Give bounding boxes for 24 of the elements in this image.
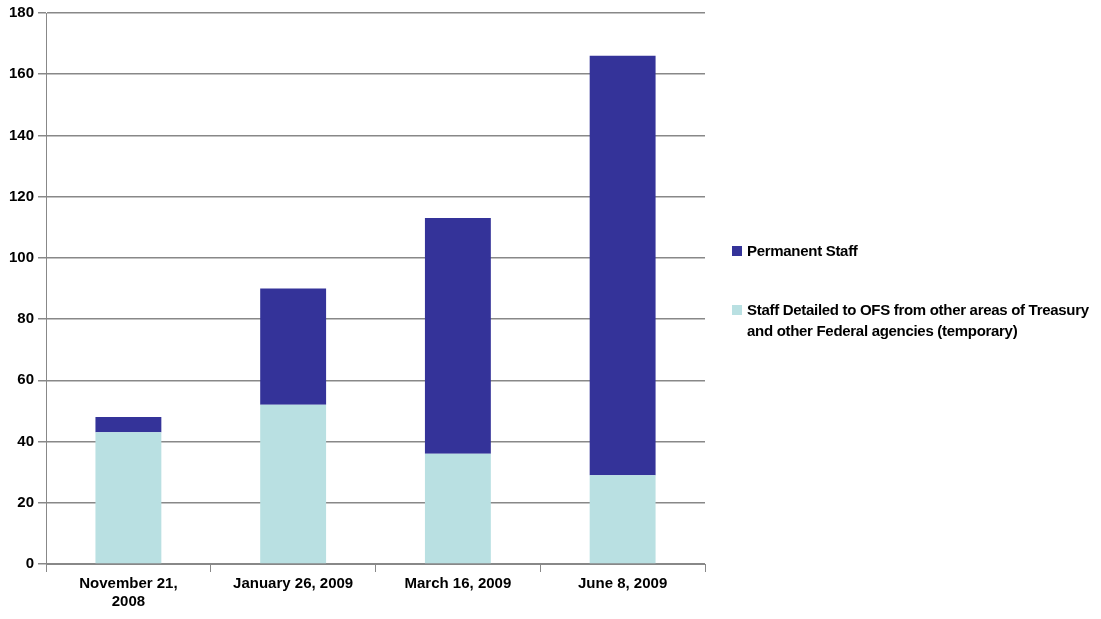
bar [589,55,656,476]
y-tick-label: 20 [17,492,35,510]
bar [424,453,491,564]
x-tick-label: November 21, 2008 [79,574,178,610]
y-tick-label: 120 [9,186,35,204]
bar [95,417,162,433]
y-tick-label: 80 [17,309,35,327]
bar [589,475,656,564]
y-tick-label: 100 [9,248,35,266]
x-tick-label: January 26, 2009 [233,574,354,592]
x-tick-label: March 16, 2009 [404,574,512,592]
y-tick-label: 40 [17,431,35,449]
y-tick-label: 160 [9,64,35,82]
y-tick-label: 0 [25,554,35,572]
bar [424,218,491,454]
y-tick-label: 180 [9,3,35,21]
x-tick-label: June 8, 2009 [578,574,668,592]
bar [260,288,327,405]
legend-label: Staff Detailed to OFS from other areas of Treasury and other Federal agencies (temporary) [747,300,1090,341]
legend-label: Permanent Staff [747,241,858,261]
bar [260,404,327,564]
bar [95,432,162,564]
y-tick-label: 60 [17,370,35,388]
y-tick-label: 140 [9,125,35,143]
